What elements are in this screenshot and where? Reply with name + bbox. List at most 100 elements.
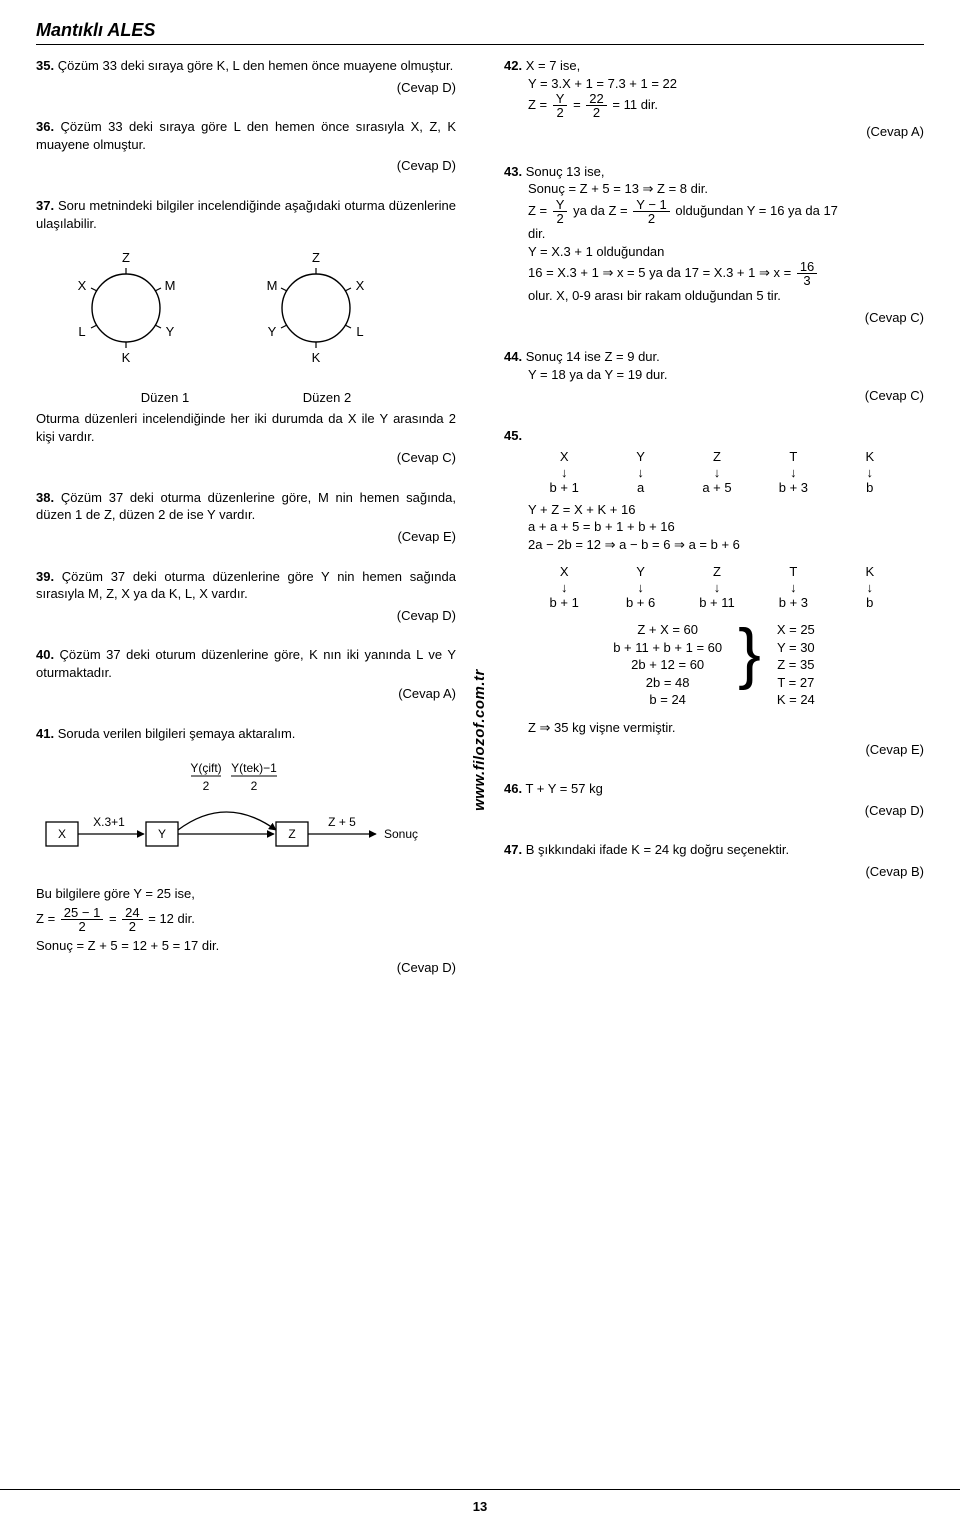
q43-number: 43. xyxy=(504,164,522,179)
two-column-layout: 35. Çözüm 33 deki sıraya göre K, L den h… xyxy=(36,57,924,998)
q42-l1: X = 7 ise, xyxy=(526,58,581,73)
q43-l6n: 16 xyxy=(797,260,817,274)
q45-eq3: 2a − 2b = 12 ⇒ a − b = 6 ⇒ a = b + 6 xyxy=(504,536,924,554)
q47-body: B şıkkındaki ifade K = 24 kg doğru seçen… xyxy=(526,842,789,857)
q42-tail: = 11 dir. xyxy=(612,97,658,112)
q45-curly-left: Z + X = 60 b + 11 + b + 1 = 60 2b + 12 =… xyxy=(607,619,728,711)
q47-answer: (Cevap B) xyxy=(504,863,924,881)
q43-l1: Sonuç 13 ise, xyxy=(526,164,605,179)
q43-frac-row: Z = Y2 ya da Z = Y − 12 olduğundan Y = 1… xyxy=(504,203,838,218)
q45-eq1: Y + Z = X + K + 16 xyxy=(504,501,924,519)
q45-eq2: a + a + 5 = b + 1 + b + 16 xyxy=(504,518,924,536)
d1-bottom: K xyxy=(122,350,131,365)
q35-answer: (Cevap D) xyxy=(36,79,456,97)
question-45: 45. X Y Z T K ↓ ↓ ↓ ↓ ↓ b + 1 a a + 5 b … xyxy=(504,427,924,758)
d1-bl: L xyxy=(78,324,85,339)
page-title: Mantıklı ALES xyxy=(36,18,924,45)
question-38: 38. Çözüm 37 deki oturma düzenlerine gör… xyxy=(36,489,456,546)
arc-left-label: Y(çift) xyxy=(190,761,221,775)
q43-l7: olur. X, 0-9 arası bir rakam olduğundan … xyxy=(504,288,781,303)
q42-f2n: 22 xyxy=(586,92,606,106)
q44-l1: Sonuç 14 ise Z = 9 dur. xyxy=(526,349,660,364)
q42-answer: (Cevap A) xyxy=(504,123,924,141)
duzen-2-label: Düzen 2 xyxy=(303,389,351,407)
d1-tr: M xyxy=(165,278,176,293)
q45-t2-v1: b + 6 xyxy=(604,594,676,612)
flow-edge3: Z + 5 xyxy=(328,815,356,829)
q38-body: Çözüm 37 deki oturma düzenlerine göre, M… xyxy=(36,490,456,523)
q45-conclusion: Z ⇒ 35 kg vişne vermiştir. xyxy=(504,719,924,737)
q46-number: 46. xyxy=(504,781,522,796)
q45-table1: X Y Z T K ↓ ↓ ↓ ↓ ↓ b + 1 a a + 5 b + 3 … xyxy=(528,448,906,496)
d2-tr: X xyxy=(356,278,365,293)
q42-f2d: 2 xyxy=(586,106,606,119)
q41-calc1: Bu bilgilere göre Y = 25 ise, xyxy=(36,885,456,903)
question-42: 42. X = 7 ise, Y = 3.X + 1 = 7.3 + 1 = 2… xyxy=(504,57,924,141)
q43-l6d: 3 xyxy=(797,274,817,287)
q43-fAn: Y xyxy=(553,198,568,212)
arc-left-den: 2 xyxy=(203,779,210,793)
down-arrow-icon: ↓ xyxy=(604,466,676,479)
q37-number: 37. xyxy=(36,198,54,213)
d2-bl: Y xyxy=(268,324,277,339)
duzen-1-label: Düzen 1 xyxy=(141,389,189,407)
q43-pre: Z = xyxy=(528,203,547,218)
down-arrow-icon: ↓ xyxy=(604,581,676,594)
question-39: 39. Çözüm 37 deki oturma düzenlerine gör… xyxy=(36,568,456,625)
d2-bottom: K xyxy=(312,350,321,365)
q39-number: 39. xyxy=(36,569,54,584)
right-column: 42. X = 7 ise, Y = 3.X + 1 = 7.3 + 1 = 2… xyxy=(504,57,924,998)
question-35: 35. Çözüm 33 deki sıraya göre K, L den h… xyxy=(36,57,456,96)
q45-table2: X Y Z T K ↓ ↓ ↓ ↓ ↓ b + 1 b + 6 b + 11 b… xyxy=(528,563,906,611)
q45-t2-h3: T xyxy=(757,563,829,581)
q45-t1-v0: b + 1 xyxy=(528,479,600,497)
q38-number: 38. xyxy=(36,490,54,505)
q46-body: T + Y = 57 kg xyxy=(525,781,602,796)
q36-body: Çözüm 33 deki sıraya göre L den hemen ön… xyxy=(36,119,456,152)
down-arrow-icon: ↓ xyxy=(757,466,829,479)
q45-answer: (Cevap E) xyxy=(504,741,924,759)
q43-tail: olduğundan Y = 16 ya da 17 xyxy=(675,203,838,218)
seating-svg: Z M Y K L X xyxy=(36,240,436,380)
question-46: 46. T + Y = 57 kg (Cevap D) xyxy=(504,780,924,819)
q45-t1-h2: Z xyxy=(681,448,753,466)
flow-box-x: X xyxy=(58,827,66,841)
question-40: 40. Çözüm 37 deki oturum düzenlerine gör… xyxy=(36,646,456,703)
q43-l6-pre: 16 = X.3 + 1 ⇒ x = 5 ya da 17 = X.3 + 1 … xyxy=(528,265,791,280)
q45-t2-h0: X xyxy=(528,563,600,581)
q45-t2-v2: b + 11 xyxy=(681,594,753,612)
q41-z-eq1: = xyxy=(48,911,56,926)
footer-rule xyxy=(0,1489,960,1490)
flow-edge1: X.3+1 xyxy=(93,815,125,829)
q40-answer: (Cevap A) xyxy=(36,685,456,703)
q43-fBn: Y − 1 xyxy=(633,198,669,212)
down-arrow-icon: ↓ xyxy=(681,581,753,594)
q36-number: 36. xyxy=(36,119,54,134)
down-arrow-icon: ↓ xyxy=(681,466,753,479)
q36-answer: (Cevap D) xyxy=(36,157,456,175)
q45-t2-h4: K xyxy=(834,563,906,581)
question-37: 37. Soru metnindeki bilgiler incelendiği… xyxy=(36,197,456,467)
q41-z-tail: = 12 dir. xyxy=(148,911,195,926)
q41-z-lhs: Z xyxy=(36,911,44,926)
question-43: 43. Sonuç 13 ise, Sonuç = Z + 5 = 13 ⇒ Z… xyxy=(504,163,924,326)
q39-body: Çözüm 37 deki oturma düzenlerine göre Y … xyxy=(36,569,456,602)
question-41: 41. Soruda verilen bilgileri şemaya akta… xyxy=(36,725,456,977)
down-arrow-icon: ↓ xyxy=(528,466,600,479)
q42-f1d: 2 xyxy=(553,106,568,119)
q42-eq1: = xyxy=(573,97,581,112)
q37-conclusion: Oturma düzenleri incelendiğinde her iki … xyxy=(36,410,456,445)
q41-answer: (Cevap D) xyxy=(36,959,456,977)
q41-z-eq2: = xyxy=(109,911,117,926)
q42-z-pre: Z = xyxy=(528,97,547,112)
q42-l2: Y = 3.X + 1 = 7.3 + 1 = 22 xyxy=(504,76,677,91)
q43-l5: Y = X.3 + 1 olduğundan xyxy=(504,244,664,259)
q45-t2-v3: b + 3 xyxy=(757,594,829,612)
q45-t1-v2: a + 5 xyxy=(681,479,753,497)
q40-number: 40. xyxy=(36,647,54,662)
question-44: 44. Sonuç 14 ise Z = 9 dur. Y = 18 ya da… xyxy=(504,348,924,405)
flow-box-out: Sonuç xyxy=(384,827,418,841)
q41-z-frac2-den: 2 xyxy=(122,920,142,933)
q44-number: 44. xyxy=(504,349,522,364)
q45-t2-v0: b + 1 xyxy=(528,594,600,612)
